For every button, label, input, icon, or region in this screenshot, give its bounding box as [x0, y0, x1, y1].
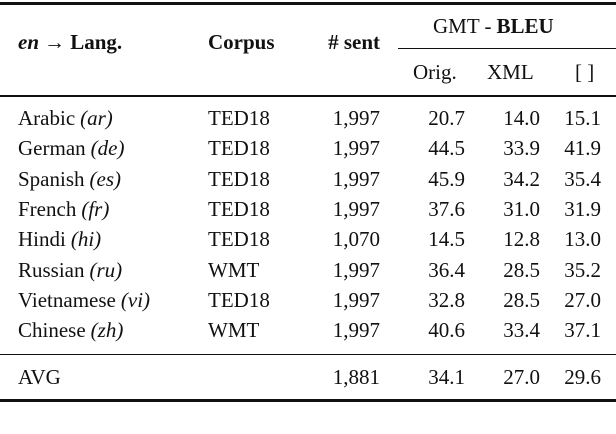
sent-cell: 1,997 [332, 106, 380, 130]
sent-cell: 1,997 [332, 136, 380, 161]
corpus-cell: TED18 [208, 227, 270, 252]
corpus-cell: WMT [208, 257, 260, 282]
lang-code: (hi) [70, 227, 102, 252]
sent-cell: 1,997 [332, 287, 380, 312]
group-rule [398, 48, 616, 49]
score-cell: 41.9 [564, 136, 601, 161]
score-cell: 15.1 [564, 106, 601, 130]
gmt-header: GMT - BLEU [433, 14, 554, 38]
sent-cell: 1,997 [332, 318, 380, 343]
score-cell: 12.8 [503, 227, 540, 252]
top-rule [0, 2, 616, 5]
score-cell: 34.2 [503, 166, 540, 191]
corpus-cell: TED18 [208, 136, 270, 161]
score-cell: 37.6 [428, 196, 465, 221]
corpus-cell: TED18 [208, 166, 270, 191]
lang-code: (es) [89, 166, 121, 191]
lang-name: Russian [18, 257, 85, 282]
lang-code: (de) [90, 136, 125, 161]
sub-header: XML [487, 60, 534, 84]
score-cell: 35.4 [564, 166, 601, 191]
score-cell: 31.0 [503, 196, 540, 221]
lang-src: en [18, 30, 39, 54]
score-cell: 33.4 [503, 318, 540, 343]
lang-name: Arabic [18, 106, 76, 130]
avg-score: 29.6 [564, 365, 601, 389]
score-cell: 45.9 [428, 166, 465, 191]
lang-name: Vietnamese [18, 287, 116, 312]
corpus-cell: TED18 [208, 196, 270, 221]
lang-code: (ru) [89, 257, 123, 282]
score-cell: 28.5 [503, 257, 540, 282]
sent-cell: 1,070 [332, 227, 380, 252]
lang-cell: Arabic (ar) [18, 106, 113, 130]
score-cell: 44.5 [428, 136, 465, 161]
lang-name: German [18, 136, 86, 161]
avg-label: AVG [18, 365, 61, 389]
avg-sent: 1,881 [332, 365, 380, 389]
lang-cell: Chinese (zh) [18, 318, 123, 342]
bottom-rule [0, 399, 616, 402]
avg-score: 27.0 [503, 365, 540, 389]
score-cell: 31.9 [564, 196, 601, 221]
sub-header: [ ] [575, 60, 595, 84]
corpus-cell: WMT [208, 318, 260, 343]
sent-cell: 1,997 [332, 196, 380, 221]
lang-name: French [18, 196, 77, 221]
lang-header: en → Lang. [18, 30, 122, 54]
lang-code: (vi) [120, 287, 151, 312]
sent-cell: 1,997 [332, 257, 380, 282]
gmt-prefix: GMT - [433, 14, 492, 38]
score-cell: 35.2 [564, 257, 601, 282]
score-cell: 14.5 [428, 227, 465, 252]
sent-cell: 1,997 [332, 166, 380, 191]
lang-name: Spanish [18, 166, 85, 191]
lang-cell: Spanish (es) [18, 167, 121, 191]
lang-cell: Vietnamese (vi) [18, 288, 150, 312]
lang-name: Hindi [18, 227, 66, 252]
score-cell: 20.7 [428, 106, 465, 130]
lang-rest: → Lang. [44, 30, 123, 54]
score-cell: 36.4 [428, 257, 465, 282]
lang-cell: Russian (ru) [18, 258, 122, 282]
corpus-cell: TED18 [208, 106, 270, 130]
lang-code: (fr) [81, 196, 110, 221]
corpus-cell: TED18 [208, 287, 270, 312]
corpus-header: Corpus [208, 30, 275, 54]
sent-header: # sent [328, 30, 380, 54]
score-cell: 28.5 [503, 287, 540, 312]
score-cell: 14.0 [503, 106, 540, 130]
avg-score: 34.1 [428, 365, 465, 389]
lang-cell: French (fr) [18, 197, 109, 221]
lang-cell: Hindi (hi) [18, 227, 101, 251]
lang-code: (zh) [90, 318, 124, 343]
lang-cell: German (de) [18, 136, 124, 160]
header-rule [0, 95, 616, 97]
score-cell: 37.1 [564, 318, 601, 343]
avg-rule [0, 354, 616, 355]
score-cell: 32.8 [428, 287, 465, 312]
score-cell: 33.9 [503, 136, 540, 161]
sub-header: Orig. [413, 60, 457, 84]
score-cell: 27.0 [564, 287, 601, 312]
lang-code: (ar) [80, 106, 113, 130]
gmt-metric: BLEU [496, 14, 554, 38]
score-cell: 13.0 [564, 227, 601, 252]
lang-name: Chinese [18, 318, 86, 343]
score-cell: 40.6 [428, 318, 465, 343]
